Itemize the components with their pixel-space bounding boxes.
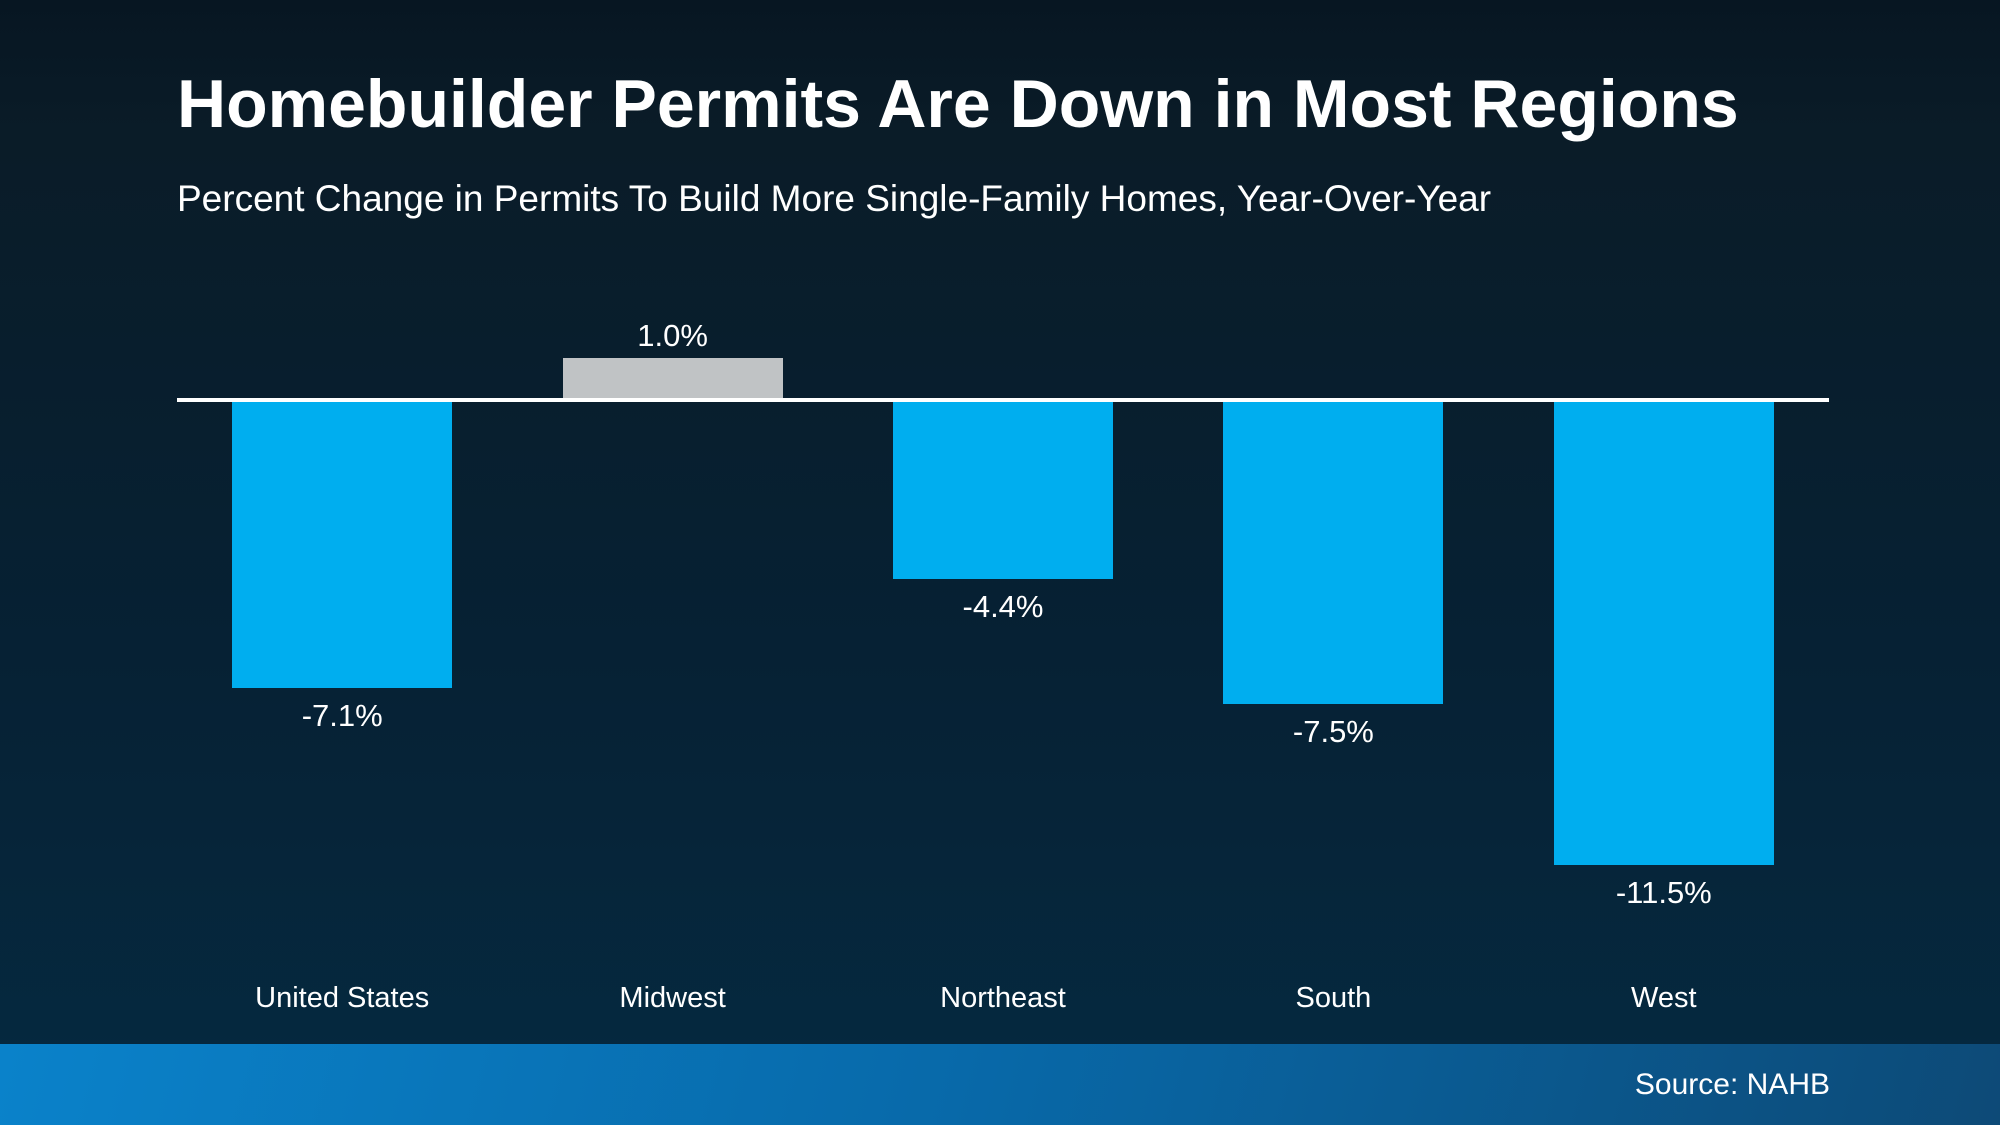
value-label-midwest: 1.0% [637, 318, 708, 353]
chart-header: Homebuilder Permits Are Down in Most Reg… [177, 70, 1739, 217]
category-label-united-states: United States [255, 982, 430, 1014]
category-label-west: West [1631, 982, 1697, 1014]
value-label-united-states: -7.1% [301, 698, 383, 733]
bar-south [1223, 402, 1444, 704]
chart-subtitle: Percent Change in Permits To Build More … [177, 178, 1492, 219]
bar-midwest [562, 358, 783, 398]
bar-west [1553, 402, 1774, 865]
source-label: Source: NAHB [1634, 1067, 1830, 1101]
value-label-west: -11.5% [1615, 875, 1712, 910]
category-label-midwest: Midwest [619, 982, 726, 1014]
value-label-south: -7.5% [1292, 714, 1374, 749]
bar-northeast [893, 402, 1113, 579]
chart-title: Homebuilder Permits Are Down in Most Reg… [177, 66, 1739, 142]
zero-baseline-axis [177, 398, 1829, 402]
category-label-northeast: Northeast [940, 982, 1066, 1014]
footer-band: Source: NAHB [0, 1044, 2000, 1125]
category-label-south: South [1295, 982, 1372, 1014]
bar-united-states [232, 402, 453, 688]
value-label-northeast: -4.4% [962, 589, 1044, 624]
